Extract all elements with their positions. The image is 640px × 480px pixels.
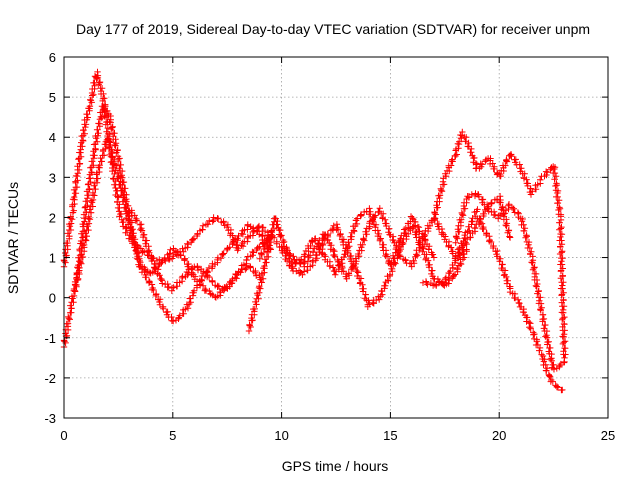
x-tick-label: 0 [60, 428, 67, 443]
plus-markers [60, 68, 274, 270]
y-tick-label: -1 [44, 331, 56, 346]
plus-markers [419, 193, 514, 289]
plus-markers [71, 132, 274, 325]
x-tick-label: 5 [169, 428, 176, 443]
series-sat-c [71, 132, 274, 325]
plus-markers [452, 190, 568, 373]
series-sat-k [419, 193, 514, 289]
series-sat-i [452, 190, 568, 373]
y-tick-label: -2 [44, 371, 56, 386]
x-tick-label: 25 [601, 428, 615, 443]
series-sat-g [278, 205, 481, 282]
axis-ticks: -3 -2 -1 0 1 2 3 4 5 6 0 5 10 15 20 25 [44, 50, 615, 443]
series-sat-a [60, 68, 274, 270]
y-tick-label: -3 [44, 411, 56, 426]
x-axis-label: GPS time / hours [282, 458, 389, 474]
y-tick-label: 1 [49, 251, 56, 266]
plus-markers [60, 103, 264, 351]
series-sat-d [126, 207, 274, 294]
x-tick-label: 20 [492, 428, 506, 443]
plot-frame [63, 56, 609, 419]
y-tick-label: 3 [49, 170, 56, 185]
plus-markers [430, 128, 569, 362]
y-tick-label: 4 [49, 130, 56, 145]
y-tick-label: 5 [49, 90, 56, 105]
y-tick-label: 6 [49, 50, 56, 65]
x-tick-label: 10 [274, 428, 288, 443]
y-axis-label: SDTVAR / TECUs [5, 182, 21, 294]
y-tick-label: 2 [49, 210, 56, 225]
chart-title: Day 177 of 2019, Sidereal Day-to-day VTE… [76, 21, 590, 37]
plus-markers [278, 205, 481, 282]
series-sat-b [60, 103, 264, 351]
series-sat-h [430, 128, 569, 362]
plus-markers [126, 207, 274, 294]
data-points [60, 68, 569, 394]
y-tick-label: 0 [49, 291, 56, 306]
x-tick-label: 15 [383, 428, 397, 443]
